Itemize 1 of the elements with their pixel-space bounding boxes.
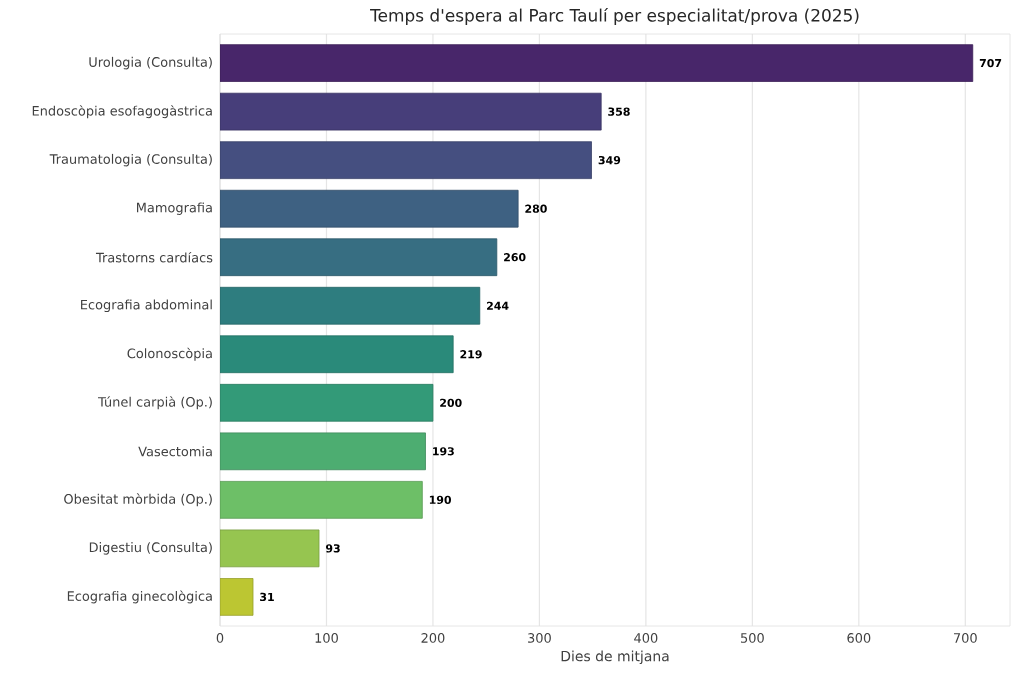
- chart-title: Temps d'espera al Parc Taulí per especialitat/prova (2025): [370, 7, 859, 25]
